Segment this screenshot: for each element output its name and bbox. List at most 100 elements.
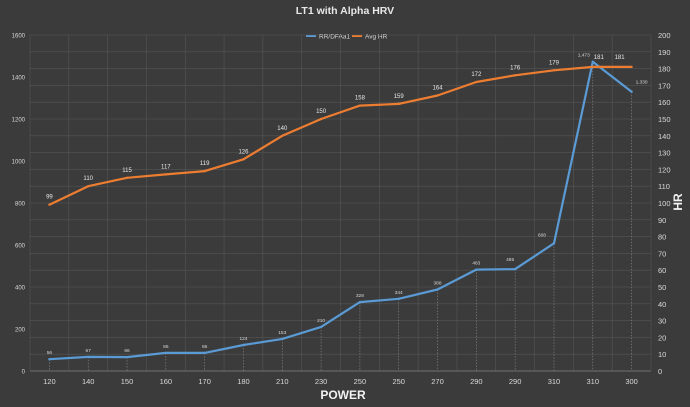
y-tick-label: 200 — [15, 328, 26, 334]
data-point-rr-dfaa1 — [436, 288, 439, 291]
y2-tick-label: 100 — [658, 199, 671, 208]
data-point-avg-hr — [242, 158, 245, 161]
data-point-avg-hr — [630, 65, 633, 69]
data-label-avg-hr: 164 — [433, 85, 444, 91]
data-label-rr-dfaa1: 210 — [317, 318, 325, 324]
y2-tick-label: 120 — [658, 165, 671, 174]
y-tick-label: 600 — [15, 244, 26, 250]
data-label-rr-dfaa1: 1,330 — [636, 80, 648, 86]
data-label-rr-dfaa1: 388 — [434, 281, 442, 287]
data-point-avg-hr — [319, 117, 323, 121]
y2-tick-label: 170 — [658, 81, 671, 90]
data-point-avg-hr — [48, 203, 51, 206]
data-label-rr-dfaa1: 124 — [239, 336, 247, 342]
y-tick-label: 1000 — [12, 160, 26, 166]
y2-tick-label: 200 — [658, 31, 671, 40]
data-point-rr-dfaa1 — [48, 358, 51, 361]
data-label-rr-dfaa1: 67 — [86, 348, 92, 354]
y-tick-label: 400 — [15, 286, 26, 292]
data-label-rr-dfaa1: 608 — [538, 232, 546, 238]
x-tick-label: 120 — [43, 377, 56, 386]
data-label-avg-hr: 150 — [316, 109, 327, 115]
data-point-rr-dfaa1 — [397, 297, 400, 300]
data-label-rr-dfaa1: 66 — [124, 348, 130, 354]
chart-title: LT1 with Alpha HRV — [296, 5, 394, 17]
x-tick-label: 250 — [354, 377, 367, 386]
y2-tick-label: 20 — [658, 333, 666, 342]
y2-axis-title: HR — [671, 193, 685, 211]
data-label-avg-hr: 181 — [615, 55, 626, 61]
data-point-rr-dfaa1 — [630, 90, 633, 93]
data-label-avg-hr: 181 — [594, 55, 605, 61]
x-tick-label: 230 — [315, 377, 328, 386]
data-label-avg-hr: 176 — [510, 65, 521, 71]
data-point-rr-dfaa1 — [475, 268, 478, 271]
data-point-rr-dfaa1 — [319, 325, 323, 329]
x-tick-label: 160 — [160, 377, 173, 386]
x-tick-label: 250 — [392, 377, 405, 386]
data-point-rr-dfaa1 — [513, 267, 517, 271]
series-line-rr-dfaa1 — [49, 60, 633, 361]
data-point-rr-dfaa1 — [242, 343, 245, 347]
x-tick-label: 310 — [587, 377, 600, 386]
data-point-avg-hr — [87, 185, 90, 188]
data-point-avg-hr — [164, 173, 168, 176]
x-tick-label: 210 — [276, 377, 289, 386]
y2-tick-label: 70 — [658, 249, 666, 258]
x-tick-label: 290 — [509, 377, 522, 386]
data-point-avg-hr — [436, 94, 439, 97]
series-line-avg-hr — [48, 65, 632, 206]
y2-tick-label: 190 — [658, 48, 671, 57]
data-point-avg-hr — [281, 134, 284, 137]
data-label-rr-dfaa1: 56 — [47, 350, 53, 356]
y2-tick-label: 180 — [658, 65, 671, 74]
data-point-rr-dfaa1 — [552, 242, 556, 245]
y-tick-label: 800 — [15, 202, 26, 208]
y2-tick-label: 130 — [658, 149, 671, 158]
y2-tick-label: 90 — [658, 216, 666, 225]
y2-tick-label: 30 — [658, 317, 666, 326]
data-label-rr-dfaa1: 86 — [163, 344, 169, 350]
y-tick-label: 0 — [22, 370, 26, 376]
y2-tick-label: 140 — [658, 132, 671, 141]
y-tick-label: 1600 — [12, 34, 26, 40]
data-label-avg-hr: 159 — [394, 94, 405, 100]
data-point-avg-hr — [125, 176, 129, 179]
data-label-rr-dfaa1: 153 — [278, 330, 286, 336]
data-label-rr-dfaa1: 328 — [356, 293, 364, 299]
y2-tick-label: 10 — [658, 350, 666, 359]
x-tick-label: 140 — [82, 377, 95, 386]
y2-tick-label: 40 — [658, 300, 666, 309]
legend-label-avg-hr: Avg HR — [365, 34, 388, 41]
data-point-avg-hr — [591, 65, 594, 69]
data-label-avg-hr: 117 — [161, 164, 171, 170]
data-label-avg-hr: 110 — [83, 176, 93, 182]
data-label-avg-hr: 119 — [200, 161, 210, 167]
data-point-avg-hr — [397, 102, 400, 106]
data-point-rr-dfaa1 — [164, 351, 168, 355]
data-label-avg-hr: 158 — [355, 96, 366, 102]
data-label-rr-dfaa1: 483 — [472, 261, 480, 267]
x-axis-title: POWER — [320, 388, 366, 402]
data-point-rr-dfaa1 — [203, 351, 206, 355]
data-label-avg-hr: 99 — [46, 195, 53, 201]
data-point-rr-dfaa1 — [87, 355, 90, 359]
y2-tick-label: 0 — [658, 367, 662, 376]
data-point-rr-dfaa1 — [125, 355, 129, 359]
legend: RR/DFAa1 Avg HR — [306, 34, 388, 41]
y2-tick-label: 110 — [658, 182, 670, 191]
y2-tick-label: 60 — [658, 266, 666, 275]
y2-tick-label: 80 — [658, 233, 666, 242]
y2-tick-label: 150 — [658, 115, 671, 124]
data-point-rr-dfaa1 — [591, 60, 594, 63]
data-point-avg-hr — [552, 69, 556, 72]
data-point-rr-dfaa1 — [281, 337, 284, 341]
data-label-avg-hr: 115 — [122, 168, 132, 174]
data-label-avg-hr: 140 — [277, 126, 288, 132]
data-point-avg-hr — [513, 74, 517, 77]
y-tick-label: 1400 — [12, 76, 26, 82]
data-point-rr-dfaa1 — [358, 300, 362, 304]
y-tick-label: 1200 — [12, 118, 26, 124]
